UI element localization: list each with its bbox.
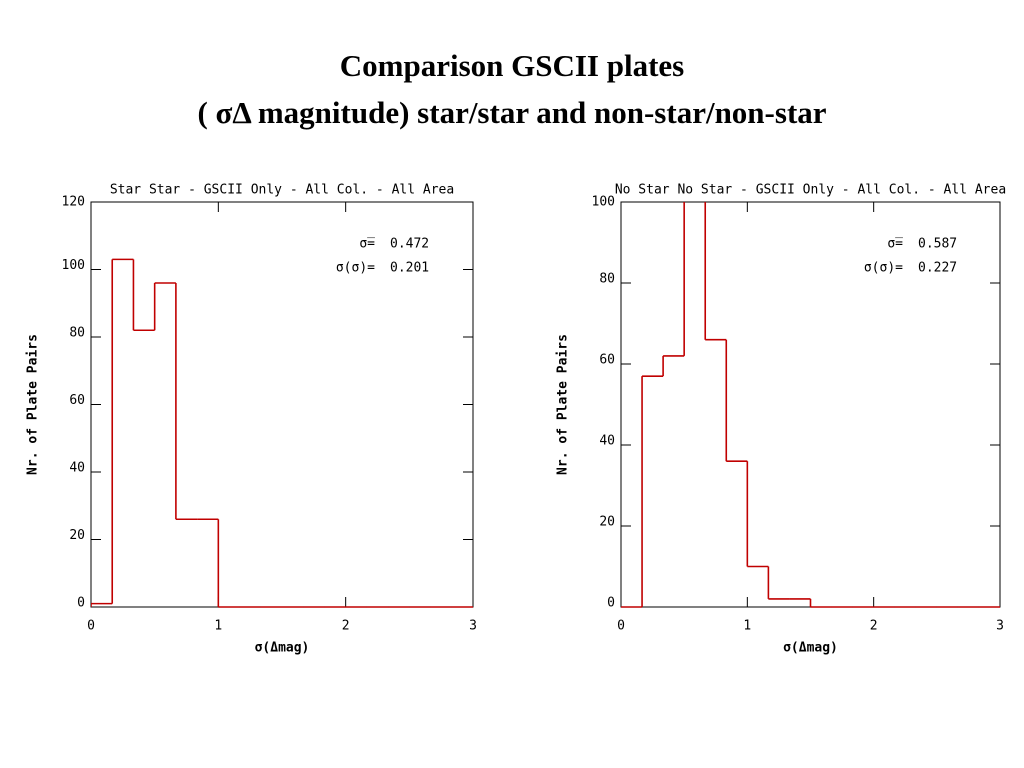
x-axis-label: σ(Δmag) <box>783 641 838 656</box>
y-axis-label: Nr. of Plate Pairs <box>556 334 571 475</box>
y-tick-label: 20 <box>599 515 615 530</box>
annotation-value: 0.472 <box>390 237 429 252</box>
annotation-value: 0.587 <box>918 237 957 252</box>
chart-title: No Star No Star - GSCII Only - All Col. … <box>615 183 1006 198</box>
x-tick-label: 0 <box>617 619 625 634</box>
y-tick-label: 80 <box>69 326 85 341</box>
y-tick-label: 0 <box>607 596 615 611</box>
y-tick-label: 40 <box>69 461 85 476</box>
y-tick-label: 60 <box>69 393 85 408</box>
annotation-label: σ(σ)= <box>864 261 903 276</box>
x-tick-label: 3 <box>469 619 477 634</box>
x-tick-label: 0 <box>87 619 95 634</box>
y-tick-label: 100 <box>62 258 85 273</box>
x-axis-label: σ(Δmag) <box>255 641 310 656</box>
y-tick-label: 80 <box>599 272 615 287</box>
chart: Star Star - GSCII Only - All Col. - All … <box>26 183 477 656</box>
y-tick-label: 40 <box>599 434 615 449</box>
annotation-label: σ̅= <box>887 237 903 252</box>
x-tick-label: 2 <box>870 619 878 634</box>
x-tick-label: 1 <box>743 619 751 634</box>
annotation-value: 0.227 <box>918 261 957 276</box>
chart-title: Star Star - GSCII Only - All Col. - All … <box>110 183 454 198</box>
x-tick-label: 1 <box>214 619 222 634</box>
page-title: Comparison GSCII plates <box>340 48 685 83</box>
annotation-label: σ(σ)= <box>336 261 375 276</box>
y-tick-label: 0 <box>77 596 85 611</box>
x-tick-label: 2 <box>342 619 350 634</box>
annotation-value: 0.201 <box>390 261 429 276</box>
y-axis-label: Nr. of Plate Pairs <box>26 334 41 475</box>
y-tick-label: 20 <box>69 528 85 543</box>
x-tick-label: 3 <box>996 619 1004 634</box>
y-tick-label: 120 <box>62 195 85 210</box>
histogram <box>621 202 1000 608</box>
chart: No Star No Star - GSCII Only - All Col. … <box>556 183 1007 656</box>
y-tick-label: 100 <box>592 195 615 210</box>
histogram <box>91 258 473 608</box>
page-subtitle: ( σΔ magnitude) star/star and non-star/n… <box>197 95 826 130</box>
annotation-label: σ̅= <box>359 237 375 252</box>
y-tick-label: 60 <box>599 353 615 368</box>
